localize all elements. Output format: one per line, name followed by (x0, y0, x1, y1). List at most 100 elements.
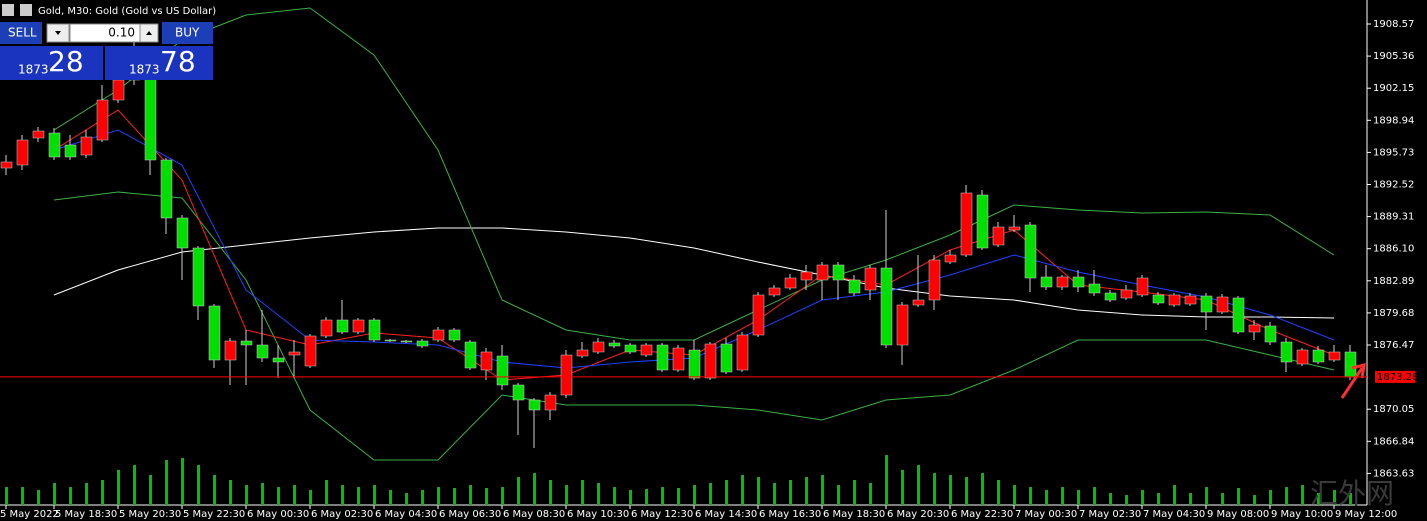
candle-body (240, 340, 253, 346)
candle-body (416, 340, 429, 347)
x-tick-label: 5 May 2022 (0, 509, 59, 520)
candle-body (112, 79, 125, 101)
up-icon (146, 31, 152, 35)
candle-body (176, 217, 189, 249)
buy-button[interactable] (162, 22, 213, 44)
candle-body (640, 344, 653, 356)
candle-body (880, 267, 893, 346)
candle-body (736, 334, 749, 371)
candle-body (352, 319, 365, 333)
volume-bar (821, 475, 824, 505)
volume-bar (245, 485, 248, 505)
volume-bar (661, 487, 664, 505)
candle-body (16, 139, 29, 166)
volume-bar (133, 465, 136, 505)
candle-body (976, 194, 989, 249)
icon (20, 4, 32, 16)
candle-body (1056, 276, 1069, 288)
candle-body (944, 254, 957, 263)
candle-body (704, 343, 717, 379)
buy-price-main: 1873 (129, 63, 160, 77)
candle-body (464, 341, 477, 369)
x-tick-label: 6 May 00:30 (247, 509, 309, 520)
sell-price-box[interactable] (0, 46, 103, 80)
volume-bar (1013, 485, 1016, 505)
candle-body (96, 99, 109, 141)
volume-bar (1077, 490, 1080, 505)
volume-bar (197, 465, 200, 505)
candle-body (720, 343, 733, 373)
volume-bar (37, 490, 40, 505)
y-tick-label: 1870.05 (1373, 404, 1414, 415)
candle-body (544, 394, 557, 411)
x-tick-label: 6 May 08:30 (503, 509, 565, 520)
x-tick-label: 6 May 16:30 (759, 509, 821, 520)
volume-bar (149, 475, 152, 505)
volume-bar (309, 490, 312, 505)
candle-body (400, 340, 413, 343)
volume-bar (917, 465, 920, 505)
volume-bar (421, 490, 424, 505)
candle-body (1328, 351, 1341, 361)
candle-body (1232, 297, 1245, 333)
sell-button[interactable] (0, 22, 42, 44)
x-tick-label: 6 May 02:30 (311, 509, 373, 520)
candle-body (608, 342, 621, 347)
x-tick-label: 6 May 04:30 (375, 509, 437, 520)
down-icon (55, 31, 61, 35)
buy-price-box[interactable] (105, 46, 213, 80)
x-tick-label: 5 May 22:30 (183, 509, 245, 520)
buy-price-pips: 78 (160, 45, 196, 78)
buy-label[interactable]: BUY (175, 26, 200, 40)
candle-body (480, 351, 493, 371)
volume-bar (405, 493, 408, 505)
x-tick-label: 6 May 18:30 (823, 509, 885, 520)
plot-area (0, 7, 1357, 505)
volume-bar (501, 487, 504, 505)
y-tick-label: 1902.15 (1373, 83, 1414, 94)
candle-body (960, 192, 973, 256)
candle-body (672, 347, 685, 371)
lot-value[interactable]: 0.10 (108, 26, 135, 40)
sell-label[interactable]: SELL (8, 26, 37, 40)
arrow (1340, 362, 1366, 399)
candle-body (624, 344, 637, 353)
candle-body (832, 264, 845, 281)
volume-bar (1125, 495, 1128, 505)
current-price-label: 1873.28 (1377, 372, 1418, 383)
candle-body (816, 264, 829, 281)
x-tick-label: 9 May 10:00 (1271, 509, 1333, 520)
volume-bar (1093, 487, 1096, 505)
candle-body (1152, 294, 1165, 304)
candle-body (1104, 292, 1117, 301)
candle-body (1072, 276, 1085, 288)
volume-bar (53, 483, 56, 505)
candle-body (432, 329, 445, 341)
volume-bar (453, 488, 456, 505)
x-tick-label: 5 May 18:30 (55, 509, 117, 520)
x-tick-label: 6 May 22:30 (951, 509, 1013, 520)
volume-bar (773, 483, 776, 505)
volume-bar (853, 480, 856, 505)
y-tick-label: 1895.73 (1373, 147, 1414, 158)
volume-bar (645, 489, 648, 505)
candle-body (368, 319, 381, 341)
volume-bar (613, 487, 616, 505)
indicator-line (53, 227, 1335, 319)
x-tick-label: 9 May 12:00 (1335, 509, 1397, 520)
candle-body (528, 399, 541, 411)
volume-bar (325, 480, 328, 505)
volume-bar (1269, 490, 1272, 505)
x-tick-label: 6 May 06:30 (439, 509, 501, 520)
volume-bar (181, 458, 184, 505)
watermark: 汇外网 (1310, 477, 1394, 510)
volume-bar (805, 477, 808, 505)
volume-bar (725, 480, 728, 505)
volume-bar (709, 483, 712, 505)
candle-body (656, 344, 669, 371)
y-tick-label: 1905.36 (1373, 51, 1414, 62)
volume-bar (341, 485, 344, 505)
candle-body (256, 344, 269, 359)
volume-bar (21, 487, 24, 505)
